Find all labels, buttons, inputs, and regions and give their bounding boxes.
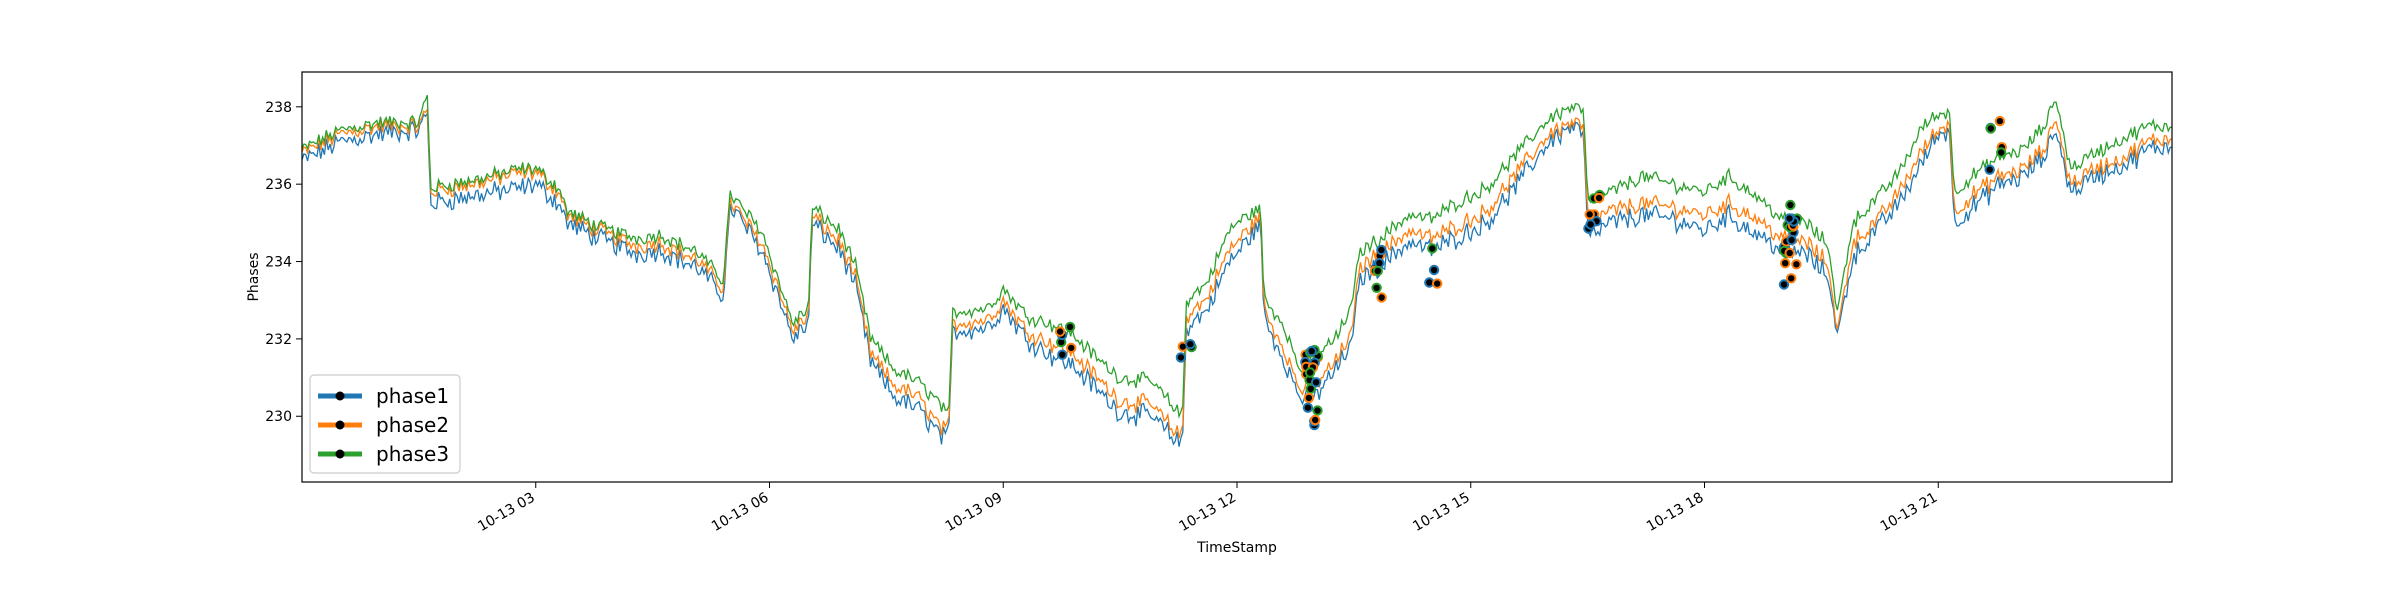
x-tick-label: 10-13 09 xyxy=(943,490,1006,535)
anomaly-marker xyxy=(1371,282,1382,293)
legend-label-phase2: phase2 xyxy=(376,413,449,437)
series-layer xyxy=(301,94,2173,447)
anomaly-marker xyxy=(1985,123,1997,134)
anomaly-marker xyxy=(1312,405,1323,416)
legend-marker-phase3 xyxy=(335,449,345,459)
anomaly-marker xyxy=(1791,259,1802,270)
legend-marker-phase2 xyxy=(335,420,345,430)
x-axis: 10-13 03 10-13 06 10-13 09 10-13 12 10-13 15… xyxy=(475,482,1940,535)
anomaly-marker xyxy=(1984,164,1995,175)
anomaly-marker xyxy=(1372,265,1384,277)
anomaly-marker xyxy=(1585,219,1596,230)
legend: phase1 phase2 phase3 xyxy=(309,374,461,474)
series-line-phase3 xyxy=(301,94,2172,419)
anomaly-marker xyxy=(1175,352,1187,363)
legend-marker-phase1 xyxy=(335,391,345,401)
anomaly-marker xyxy=(1785,199,1796,211)
anomaly-marker xyxy=(1185,339,1196,350)
y-tick-label: 238 xyxy=(265,100,292,116)
anomaly-marker xyxy=(1057,349,1068,360)
anomaly-marker xyxy=(1428,264,1440,276)
y-tick-label: 232 xyxy=(265,332,292,348)
y-tick-label: 234 xyxy=(265,255,292,271)
series-line-phase2 xyxy=(301,107,2173,439)
y-axis-label: Phases xyxy=(246,252,262,301)
anomaly-marker xyxy=(1064,321,1076,333)
x-tick-label: 10-13 18 xyxy=(1644,490,1707,535)
legend-label-phase3: phase3 xyxy=(376,442,449,466)
anomaly-marker xyxy=(1593,192,1605,204)
anomaly-marker xyxy=(1376,244,1387,256)
legend-label-phase1: phase1 xyxy=(376,384,449,408)
x-tick-label: 10-13 03 xyxy=(475,490,538,535)
plot-frame xyxy=(301,71,2173,483)
anomaly-marker xyxy=(1305,383,1316,394)
anomaly-marker xyxy=(1996,147,2007,158)
anomaly-marker xyxy=(1066,342,1077,354)
anomaly-marker xyxy=(1302,402,1314,413)
anomaly-marker xyxy=(1778,279,1790,290)
anomaly-marker xyxy=(1427,243,1438,254)
y-tick-label: 236 xyxy=(265,177,292,193)
x-tick-label: 10-13 06 xyxy=(709,490,772,535)
y-tick-label: 230 xyxy=(265,409,292,425)
anomaly-marker xyxy=(1784,213,1795,224)
legend-frame xyxy=(309,374,461,474)
anomaly-marker xyxy=(1784,247,1795,259)
anomaly-marker xyxy=(1304,367,1316,378)
anomaly-marker xyxy=(1432,278,1443,289)
anomaly-marker xyxy=(1376,292,1387,303)
marker-layer xyxy=(1054,115,2008,431)
x-tick-label: 10-13 15 xyxy=(1410,490,1473,535)
anomaly-marker xyxy=(1310,377,1322,388)
x-tick-label: 10-13 21 xyxy=(1878,490,1941,535)
anomaly-marker xyxy=(1780,258,1791,269)
anomaly-marker xyxy=(1786,234,1797,246)
anomaly-marker xyxy=(1310,414,1321,426)
x-tick-label: 10-13 12 xyxy=(1176,490,1239,535)
anomaly-marker xyxy=(1584,209,1595,220)
anomaly-marker xyxy=(1786,273,1797,284)
anomaly-marker xyxy=(1303,392,1315,404)
y-axis: 230 232 234 236 238 xyxy=(265,100,302,425)
anomaly-marker xyxy=(1306,345,1317,357)
x-axis-label: TimeStamp xyxy=(1196,540,1277,556)
anomaly-marker xyxy=(1994,115,2006,127)
anomaly-marker xyxy=(1054,326,1066,337)
series-line-phase1 xyxy=(301,111,2173,447)
